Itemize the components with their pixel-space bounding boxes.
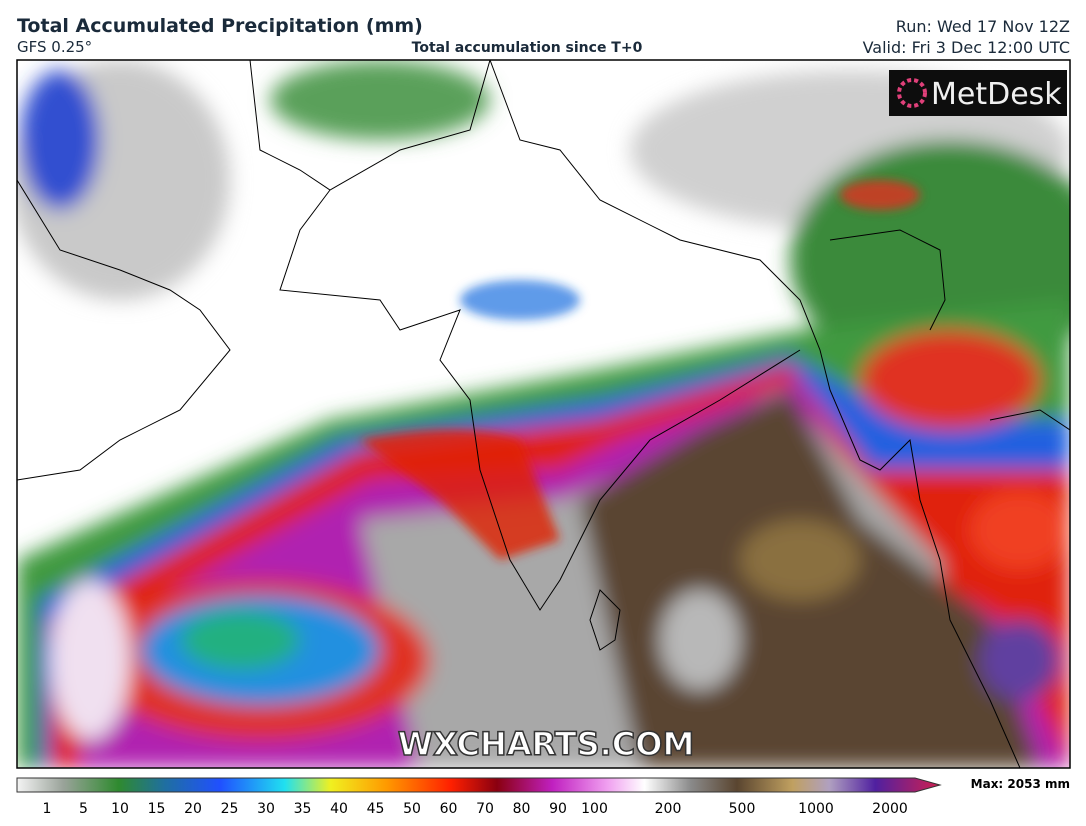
colorbar-tick-label: 1000 [798,801,834,817]
watermark: WXCHARTS.COM [398,725,695,763]
colorbar-tick-label: 100 [581,801,608,817]
colorbar-tick-label: 40 [330,801,348,817]
colorbar-tick-label: 10 [111,801,129,817]
colorbar-tick-label: 45 [367,801,385,817]
colorbar-tick-label: 25 [221,801,239,817]
colorbar-tick-label: 60 [440,801,458,817]
colorbar [16,777,942,793]
colorbar-tick-label: 1 [43,801,52,817]
colorbar-tick-label: 50 [403,801,421,817]
colorbar-tick-label: 500 [729,801,756,817]
colorbar-tick-label: 20 [184,801,202,817]
colorbar-ticks: 1 5 10 15 20 25 30 35 40 45 50 60 70 80 90 100 200 500 100… [43,801,908,817]
colorbar-tick-label: 35 [294,801,312,817]
description: Total accumulation since T+0 [412,40,643,56]
colorbar-tick-label: 15 [148,801,166,817]
max-value: Max: 2053 mm [971,777,1070,791]
borders [17,60,1070,768]
logo-text: MetDesk [931,77,1062,112]
title: Total Accumulated Precipitation (mm) [17,15,423,37]
run-time: Run: Wed 17 Nov 12Z [896,17,1070,36]
colorbar-tick-label: 30 [257,801,275,817]
logo: MetDesk [889,70,1067,116]
model: GFS 0.25° [17,38,92,56]
map: WXCHARTS.COM MetDesk [17,60,1070,768]
map-frame [16,59,1071,769]
colorbar-tick-label: 2000 [872,801,908,817]
valid-time: Valid: Fri 3 Dec 12:00 UTC [863,38,1070,57]
colorbar-tick-label: 90 [549,801,567,817]
colorbar-tick-label: 200 [655,801,682,817]
colorbar-tick-label: 5 [79,801,88,817]
colorbar-tick-label: 80 [513,801,531,817]
precip-field [17,60,1070,768]
colorbar-tick-label: 70 [476,801,494,817]
